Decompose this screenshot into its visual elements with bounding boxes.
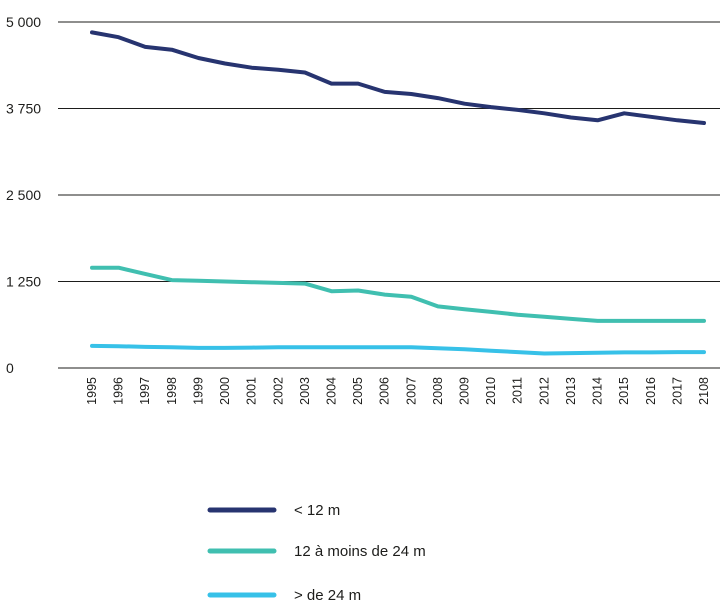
y-tick-label: 0	[6, 360, 14, 376]
x-tick-label: 2007	[404, 377, 418, 405]
y-tick-label: 3 750	[6, 101, 41, 117]
x-tick-label: 2013	[564, 377, 578, 405]
x-tick-label: 2017	[670, 377, 684, 405]
x-tick-label: 2008	[431, 377, 445, 405]
y-tick-label: 1 250	[6, 274, 41, 290]
legend-label-0: < 12 m	[294, 502, 340, 519]
series-line-2	[90, 343, 706, 356]
x-tick-label: 2012	[537, 377, 551, 405]
legend: < 12 m 12 à moins de 24 m > de 24 m	[207, 502, 426, 603]
series-lines	[90, 30, 706, 356]
x-tick-label: 2010	[484, 377, 498, 405]
x-tick-label: 2006	[378, 377, 392, 405]
x-tick-label: 1998	[165, 377, 179, 405]
gridlines	[58, 21, 720, 369]
x-tick-label: 2014	[591, 377, 605, 405]
x-tick-label: 2000	[218, 377, 232, 405]
x-tick-label: 2001	[245, 377, 259, 405]
x-tick-label: 2011	[511, 377, 525, 404]
x-tick-label: 2108	[697, 377, 711, 405]
series-line-1	[90, 265, 706, 323]
legend-label-2: > de 24 m	[294, 587, 361, 603]
x-tick-label: 2009	[458, 377, 472, 405]
x-tick-label: 2003	[298, 377, 312, 405]
x-axis-ticks: 1995 1996 1997 1998 1999 2000 2001 2002 2003 2004…	[85, 377, 711, 405]
x-tick-label: 1999	[191, 377, 205, 405]
x-tick-label: 1997	[138, 377, 152, 405]
x-tick-label: 2005	[351, 377, 365, 405]
x-tick-label: 1996	[112, 377, 126, 405]
y-tick-label: 5 000	[6, 14, 41, 30]
y-tick-label: 2 500	[6, 187, 41, 203]
x-tick-label: 2002	[271, 377, 285, 405]
x-tick-label: 2016	[644, 377, 658, 405]
x-tick-label: 1995	[85, 377, 99, 405]
legend-label-1: 12 à moins de 24 m	[294, 543, 426, 560]
y-axis-ticks: 0 1 250 2 500 3 750 5 000	[6, 14, 41, 376]
series-line-0	[90, 30, 706, 125]
x-tick-label: 2015	[617, 377, 631, 405]
x-tick-label: 2004	[324, 377, 338, 405]
